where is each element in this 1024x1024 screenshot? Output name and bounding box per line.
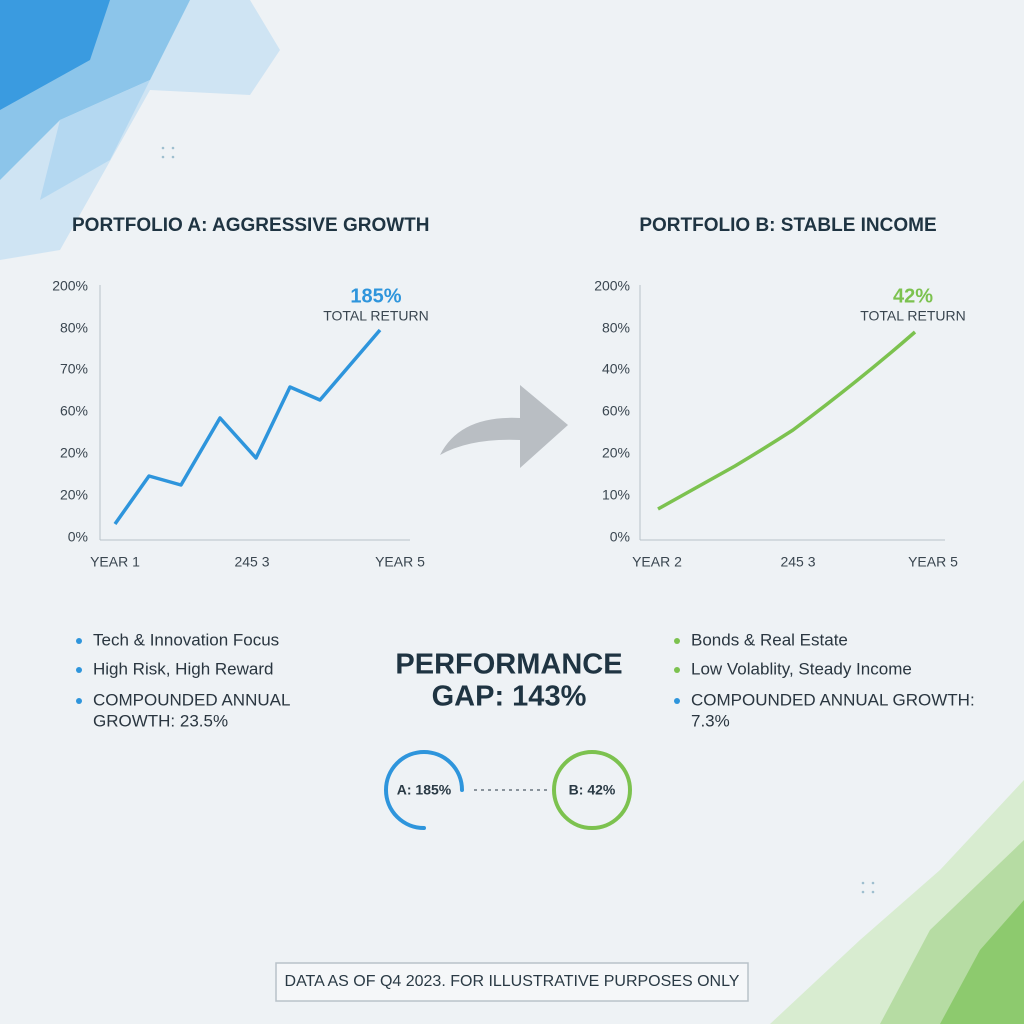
- y-tick-label: 10%: [602, 487, 630, 503]
- y-tick-label: 60%: [602, 403, 630, 419]
- y-tick-label: 20%: [60, 487, 88, 503]
- y-tick-label: 80%: [602, 320, 630, 336]
- bullet-text: COMPOUNDED ANNUAL: [93, 690, 290, 709]
- badge-b-ring: [552, 750, 632, 830]
- footer-note: DATA AS OF Q4 2023. FOR ILLUSTRATIVE PUR…: [285, 973, 740, 990]
- x-tick-label: YEAR 5: [908, 554, 958, 570]
- callout-value: 185%: [350, 285, 401, 307]
- gap-title: PERFORMANCE: [395, 649, 622, 681]
- decor-top-left: [0, 0, 280, 260]
- decor-dots: [161, 146, 875, 894]
- bullet-text: 7.3%: [691, 711, 730, 730]
- y-tick-label: 60%: [60, 403, 88, 419]
- callout-label: TOTAL RETURN: [323, 308, 429, 324]
- bullet-dot: [76, 667, 82, 673]
- callout-value: 42%: [893, 285, 933, 307]
- badge-b: B: 42%: [569, 782, 616, 798]
- bullet-text: High Risk, High Reward: [93, 659, 273, 678]
- y-tick-label: 40%: [602, 361, 630, 377]
- line-b: [657, 330, 917, 511]
- x-tick-label: 245 3: [780, 554, 815, 570]
- bullet-dot: [674, 638, 680, 644]
- y-tick-label: 200%: [594, 278, 630, 294]
- y-tick-label: 70%: [60, 361, 88, 377]
- x-tick-label: YEAR 5: [375, 554, 425, 570]
- line-a: [113, 328, 382, 526]
- y-tick-label: 20%: [602, 445, 630, 461]
- y-tick-label: 80%: [60, 320, 88, 336]
- bullet-dot: [674, 667, 680, 673]
- callout-label: TOTAL RETURN: [860, 308, 966, 324]
- bullet-text: GROWTH: 23.5%: [93, 711, 228, 730]
- x-tick-label: YEAR 1: [90, 554, 140, 570]
- y-tick-label: 20%: [60, 445, 88, 461]
- bullet-text: Tech & Innovation Focus: [93, 630, 279, 649]
- panel-title: PORTFOLIO B: STABLE INCOME: [639, 215, 936, 236]
- bullet-text: Bonds & Real Estate: [691, 630, 848, 649]
- badge-a: A: 185%: [397, 782, 452, 798]
- bullet-text: COMPOUNDED ANNUAL GROWTH:: [691, 690, 975, 709]
- arrow: [440, 385, 568, 468]
- x-tick-label: 245 3: [234, 554, 269, 570]
- badge-a-ring: [384, 750, 464, 830]
- x-tick-label: YEAR 2: [632, 554, 682, 570]
- panel-title: PORTFOLIO A: AGGRESSIVE GROWTH: [72, 215, 429, 236]
- bullet-dot: [76, 638, 82, 644]
- bullet-dot: [674, 698, 680, 704]
- bullet-text: Low Volablity, Steady Income: [691, 659, 912, 678]
- y-tick-label: 0%: [68, 529, 88, 545]
- gap-title: GAP: 143%: [432, 681, 587, 713]
- decor-bottom-right: [770, 780, 1024, 1024]
- bullet-dot: [76, 698, 82, 704]
- footer-box: [275, 962, 749, 1002]
- y-tick-label: 200%: [52, 278, 88, 294]
- y-tick-label: 0%: [610, 529, 630, 545]
